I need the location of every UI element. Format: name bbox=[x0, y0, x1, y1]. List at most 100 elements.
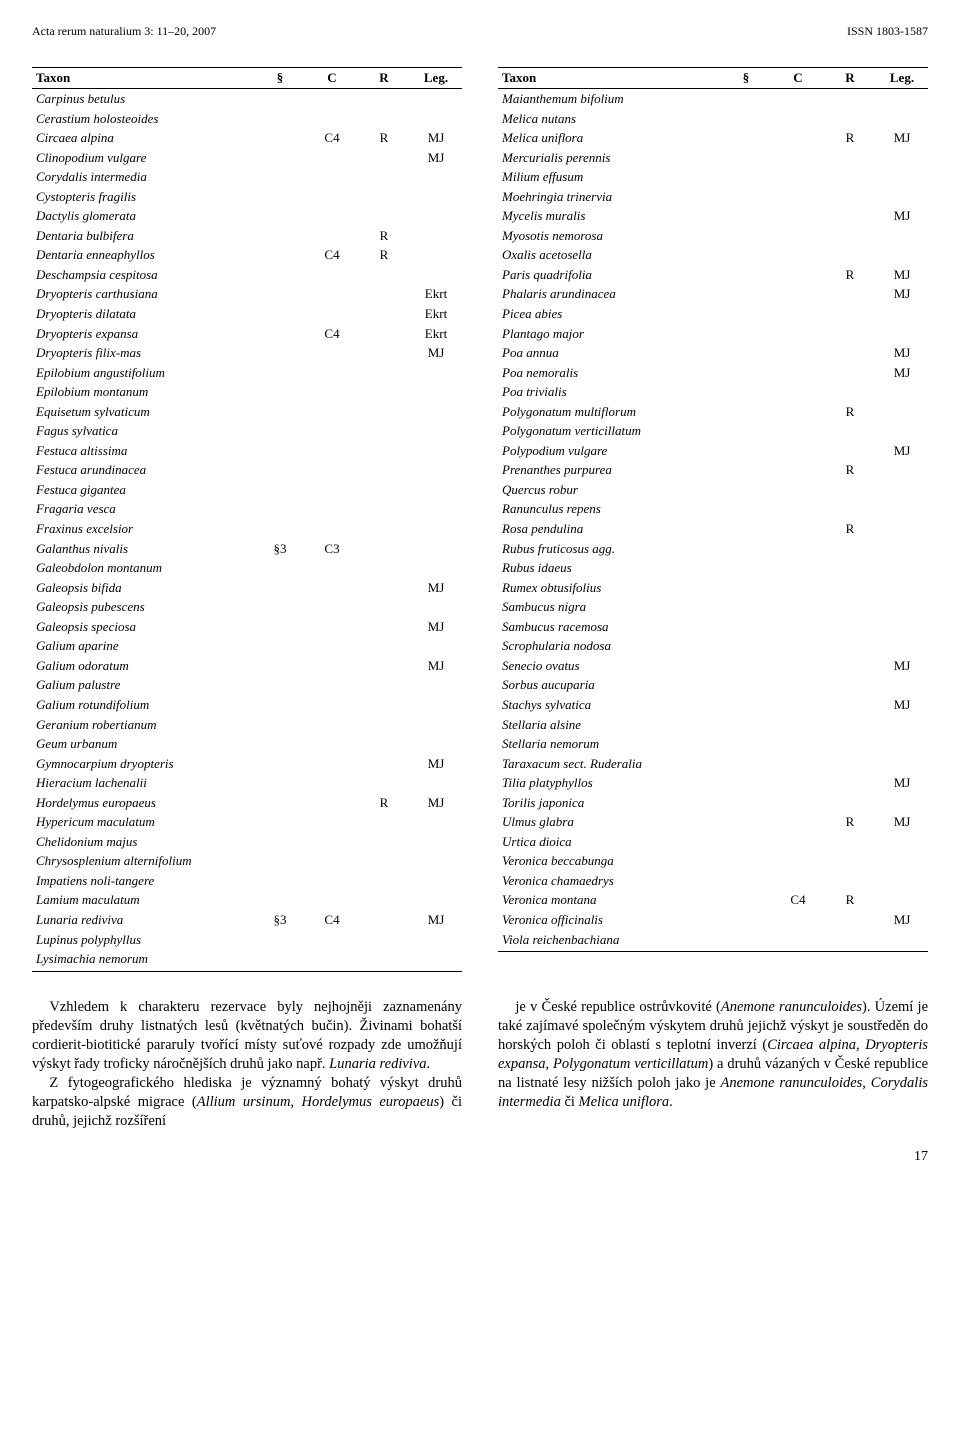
taxon-name: Chrysosplenium alternifolium bbox=[32, 851, 254, 871]
cell-l bbox=[410, 167, 462, 187]
taxon-name: Torilis japonica bbox=[498, 793, 720, 813]
taxon-name: Ulmus glabra bbox=[498, 812, 720, 832]
cell-r bbox=[358, 812, 410, 832]
cell-r bbox=[824, 187, 876, 207]
cell-c bbox=[772, 324, 824, 344]
cell-c bbox=[772, 930, 824, 952]
cell-s bbox=[254, 109, 306, 129]
table-row: Poa trivialis bbox=[498, 382, 928, 402]
table-row: Stachys sylvaticaMJ bbox=[498, 695, 928, 715]
cell-r bbox=[824, 793, 876, 813]
cell-s bbox=[254, 187, 306, 207]
cell-s bbox=[720, 695, 772, 715]
cell-s bbox=[720, 382, 772, 402]
cell-r: R bbox=[824, 265, 876, 285]
paragraph: Vzhledem k charakteru rezervace byly nej… bbox=[32, 998, 462, 1075]
table-row: Picea abies bbox=[498, 304, 928, 324]
cell-c: C4 bbox=[306, 324, 358, 344]
taxon-name: Galium aparine bbox=[32, 636, 254, 656]
taxon-name: Epilobium angustifolium bbox=[32, 363, 254, 383]
cell-s bbox=[254, 832, 306, 852]
cell-s bbox=[720, 558, 772, 578]
cell-c bbox=[772, 636, 824, 656]
cell-c bbox=[306, 851, 358, 871]
cell-c bbox=[772, 558, 824, 578]
cell-s bbox=[254, 812, 306, 832]
taxon-name: Stellaria nemorum bbox=[498, 734, 720, 754]
table-row: Ranunculus repens bbox=[498, 499, 928, 519]
cell-c bbox=[306, 167, 358, 187]
taxon-name: Scrophularia nodosa bbox=[498, 636, 720, 656]
cell-c: C4 bbox=[306, 245, 358, 265]
cell-r bbox=[358, 363, 410, 383]
table-row: Milium effusum bbox=[498, 167, 928, 187]
table-row: Galeobdolon montanum bbox=[32, 558, 462, 578]
cell-r bbox=[824, 636, 876, 656]
cell-l bbox=[876, 324, 928, 344]
left-table-col: Taxon§CRLeg.Carpinus betulusCerastium ho… bbox=[32, 67, 462, 972]
cell-c bbox=[772, 226, 824, 246]
table-row: Maianthemum bifolium bbox=[498, 89, 928, 109]
cell-r: R bbox=[358, 128, 410, 148]
cell-l: MJ bbox=[876, 441, 928, 461]
table-row: Mycelis muralisMJ bbox=[498, 206, 928, 226]
cell-s bbox=[254, 773, 306, 793]
taxon-name: Taraxacum sect. Ruderalia bbox=[498, 754, 720, 774]
cell-c bbox=[772, 402, 824, 422]
cell-s bbox=[254, 343, 306, 363]
cell-r bbox=[358, 304, 410, 324]
cell-c bbox=[306, 226, 358, 246]
cell-s bbox=[720, 617, 772, 637]
table-row: Circaea alpinaC4RMJ bbox=[32, 128, 462, 148]
cell-s bbox=[254, 245, 306, 265]
cell-l bbox=[876, 187, 928, 207]
cell-s bbox=[254, 382, 306, 402]
cell-s bbox=[720, 460, 772, 480]
cell-r bbox=[824, 754, 876, 774]
taxon-name: Poa trivialis bbox=[498, 382, 720, 402]
table-row: Rosa pendulinaR bbox=[498, 519, 928, 539]
taxon-name: Poa annua bbox=[498, 343, 720, 363]
cell-s bbox=[720, 578, 772, 598]
cell-l bbox=[876, 480, 928, 500]
taxon-name: Veronica beccabunga bbox=[498, 851, 720, 871]
cell-s bbox=[720, 167, 772, 187]
table-row: Rumex obtusifolius bbox=[498, 578, 928, 598]
cell-r bbox=[358, 910, 410, 930]
cell-r: R bbox=[824, 519, 876, 539]
table-row: Sambucus racemosa bbox=[498, 617, 928, 637]
cell-r bbox=[824, 245, 876, 265]
cell-s bbox=[254, 734, 306, 754]
cell-r bbox=[358, 578, 410, 598]
cell-c bbox=[306, 499, 358, 519]
table-row: Deschampsia cespitosa bbox=[32, 265, 462, 285]
cell-s bbox=[254, 851, 306, 871]
taxon-name: Stachys sylvatica bbox=[498, 695, 720, 715]
cell-s bbox=[254, 656, 306, 676]
table-row: Veronica montanaC4R bbox=[498, 890, 928, 910]
cell-c bbox=[772, 421, 824, 441]
taxon-name: Circaea alpina bbox=[32, 128, 254, 148]
table-row: Dryopteris expansaC4Ekrt bbox=[32, 324, 462, 344]
cell-r bbox=[824, 832, 876, 852]
cell-r bbox=[824, 206, 876, 226]
cell-l bbox=[410, 187, 462, 207]
taxon-name: Fragaria vesca bbox=[32, 499, 254, 519]
cell-s bbox=[254, 754, 306, 774]
cell-r bbox=[358, 499, 410, 519]
cell-r bbox=[358, 324, 410, 344]
cell-s bbox=[254, 421, 306, 441]
cell-s bbox=[254, 402, 306, 422]
cell-l bbox=[876, 890, 928, 910]
cell-r bbox=[824, 578, 876, 598]
cell-c bbox=[772, 539, 824, 559]
cell-l bbox=[410, 206, 462, 226]
cell-r bbox=[824, 324, 876, 344]
cell-c bbox=[306, 304, 358, 324]
taxon-name: Geum urbanum bbox=[32, 734, 254, 754]
taxon-name: Maianthemum bifolium bbox=[498, 89, 720, 109]
cell-c bbox=[772, 812, 824, 832]
taxon-name: Dryopteris carthusiana bbox=[32, 284, 254, 304]
body-text-left-col: Vzhledem k charakteru rezervace byly nej… bbox=[32, 998, 462, 1132]
cell-c bbox=[306, 617, 358, 637]
